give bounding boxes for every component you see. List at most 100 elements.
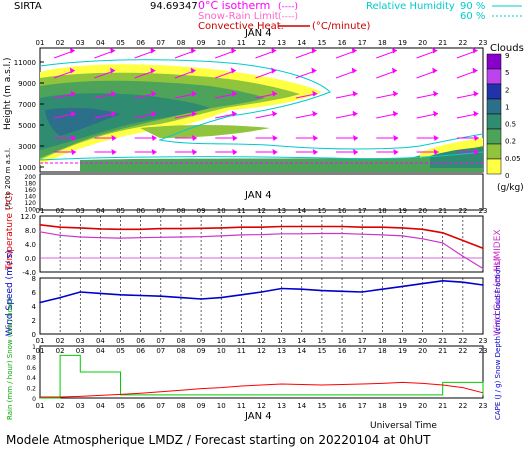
hour-tick-label: 09 [197, 39, 206, 47]
wind-arrow-head [71, 135, 77, 141]
precip-yticks: 1 0.8 0.6 0.4 0.2 0 [26, 344, 36, 403]
wind-arrow-head [111, 135, 117, 141]
series-point [39, 301, 41, 304]
series-point [160, 295, 162, 298]
hour-tick-label: 10 [217, 39, 226, 47]
hour-tick-label: 03 [76, 337, 85, 345]
series-point [119, 294, 122, 296]
colorbar-swatch [486, 68, 502, 85]
hour-tick-label: 03 [76, 347, 85, 355]
hour-tick-label: 16 [338, 207, 347, 215]
hour-tick-label: 14 [297, 39, 306, 47]
wind-grid [39, 278, 484, 334]
series-point [260, 226, 263, 228]
precip-top-ticks: 01 02 03 04 05 06 07 08 09 10 11 12 13 14 15 16 17 18 19 20… [36, 347, 488, 355]
series-point [200, 227, 202, 230]
colorbar-unit: (g/kg) [497, 183, 524, 193]
temp-points [39, 223, 484, 270]
temp-grid [39, 216, 484, 272]
ytick-label: -4.0 [22, 269, 36, 277]
series-point [180, 236, 182, 238]
precip-ytick-label: 0.6 [26, 365, 36, 372]
hour-tick-label: 19 [398, 402, 407, 410]
series-point [139, 228, 142, 231]
series-point [79, 227, 82, 229]
wind-arrow-head [191, 135, 197, 141]
colorbar-swatch [486, 53, 502, 70]
hour-tick-label: 17 [358, 337, 367, 345]
wind-arrow-head [311, 67, 317, 74]
series-point [462, 255, 464, 258]
series-point [220, 227, 223, 229]
hour-tick-label: 06 [136, 337, 145, 345]
hour-tick-label: 03 [76, 207, 85, 215]
legend-rh-60: 60 % [460, 11, 485, 22]
series-point [280, 225, 283, 228]
series-point [381, 288, 384, 291]
series-point [401, 227, 404, 229]
hour-tick-label: 14 [297, 337, 306, 345]
cloud-ylabel: Height (m a.s.l.) [3, 57, 13, 130]
precip-ylabel-right: CAPE (J / g) Snow Depth (cm) Cloud Fract… [494, 265, 502, 420]
series-point [482, 247, 484, 249]
series-point [462, 281, 464, 284]
wind-arrow-head [473, 149, 479, 155]
hour-tick-label: 20 [418, 39, 427, 47]
legend-rh: Relative Humidity [366, 1, 455, 12]
hour-tick-label: 04 [96, 39, 105, 47]
cloud-ytick-label: 9000 [18, 80, 36, 88]
hour-tick-label: 18 [378, 39, 387, 47]
cloud-ytick-low-label: 140 [25, 194, 37, 201]
precip-ytick-label: 0.4 [26, 375, 36, 382]
hour-tick-label: 02 [56, 347, 65, 355]
hour-tick-label: 12 [257, 402, 266, 410]
wind-arrow-head [312, 90, 318, 97]
wind-arrow-head [110, 90, 116, 97]
wind-arrow-head [312, 135, 318, 141]
wind-arrow-head [150, 67, 156, 74]
temp-ylabel: Temperature (°C) [5, 192, 15, 271]
colorbar-level-label: 0.2 [505, 138, 516, 146]
hour-tick-label: 23 [479, 402, 488, 410]
wind-yticks: 8 6 4 2 0 [32, 275, 37, 339]
series-point [341, 290, 343, 293]
colorbar-swatch [486, 143, 502, 160]
hour-tick-label: 11 [237, 402, 246, 410]
wind-arrow-head [473, 135, 479, 141]
hour-tick-label: 01 [36, 347, 45, 355]
hour-tick-label: 19 [398, 207, 407, 215]
precip-ytick-label: 1 [32, 344, 36, 351]
hour-tick-label: 08 [176, 39, 185, 47]
series-point [99, 228, 102, 230]
cloud-ytick-low-label: 160 [25, 187, 37, 194]
series-point [421, 282, 424, 285]
colorbar-level-label: 2 [505, 86, 509, 94]
series-point [99, 292, 102, 295]
temperature-panel: 01 02 03 04 05 06 07 08 09 10 11 12 13 14 15 16 17 18 19 20… [5, 192, 503, 277]
series-point [381, 234, 384, 236]
hour-tick-label: 22 [458, 207, 467, 215]
hour-tick-label: 10 [217, 347, 226, 355]
hour-tick-label: 11 [237, 207, 246, 215]
wind-arrow-head [69, 67, 75, 74]
wind-arrow-head [190, 47, 196, 54]
series-point [482, 284, 484, 286]
wind-arrow-head [351, 47, 357, 54]
series-point [321, 225, 323, 228]
colorbar-level-label: 9 [505, 52, 509, 60]
hour-tick-label: 23 [479, 39, 488, 47]
hour-tick-label: 04 [96, 347, 105, 355]
colorbar-level-label: 0.5 [505, 121, 516, 129]
hour-tick-label: 23 [479, 347, 488, 355]
colorbar-level-label: 1 [505, 103, 509, 111]
wind-arrow-head [191, 110, 197, 117]
wind-arrow-head [352, 90, 358, 97]
wind-arrow-head [110, 110, 116, 117]
series-point [220, 235, 223, 237]
hour-tick-label: 22 [458, 39, 467, 47]
gust-ylabel: Wind Gust (m / s) [493, 258, 503, 336]
series-point [361, 291, 363, 293]
wind-points [39, 280, 484, 304]
series-point [280, 287, 283, 290]
wind-arrow-head [190, 67, 196, 74]
